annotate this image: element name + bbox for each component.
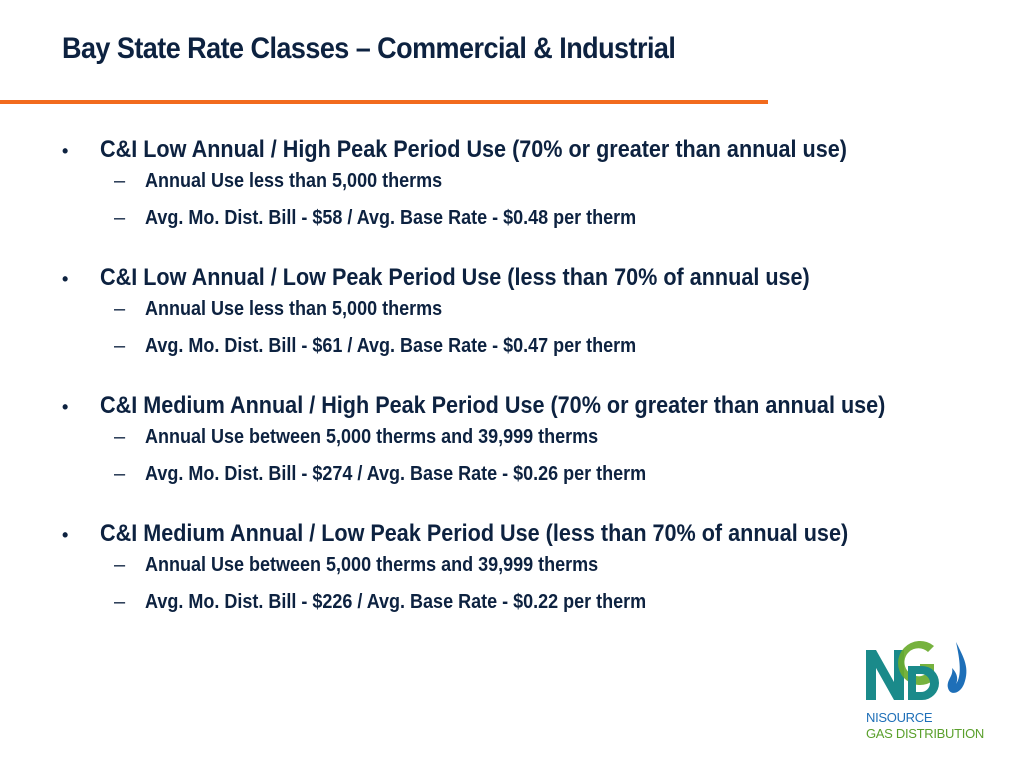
sub-item-text: Avg. Mo. Dist. Bill - $61 / Avg. Base Ra… [145, 335, 637, 357]
bullet-marker: • [62, 269, 69, 289]
sub-marker: – [114, 335, 126, 357]
sub-item-text: Annual Use between 5,000 therms and 39,9… [145, 554, 599, 576]
sub-item-text: Avg. Mo. Dist. Bill - $226 / Avg. Base R… [145, 591, 647, 613]
sub-item: – Avg. Mo. Dist. Bill - $226 / Avg. Base… [62, 591, 1002, 628]
sub-marker: – [114, 591, 126, 613]
rate-class-section: • C&I Medium Annual / High Peak Period U… [62, 392, 1002, 500]
sub-item-text: Avg. Mo. Dist. Bill - $58 / Avg. Base Ra… [145, 207, 637, 229]
title-divider [0, 100, 768, 104]
sub-item: – Annual Use less than 5,000 therms [62, 298, 1002, 335]
section-heading-text: C&I Low Annual / Low Peak Period Use (le… [100, 264, 810, 291]
logo-line-nisource: NISOURCE [866, 710, 933, 725]
sub-item: – Annual Use between 5,000 therms and 39… [62, 554, 1002, 591]
nisource-logo: NISOURCE GAS DISTRIBUTION [864, 628, 994, 743]
bullet-marker: • [62, 141, 69, 161]
sub-marker: – [114, 554, 126, 576]
sub-item: – Avg. Mo. Dist. Bill - $274 / Avg. Base… [62, 463, 1002, 500]
slide-content: • C&I Low Annual / High Peak Period Use … [62, 136, 1002, 648]
section-heading: • C&I Medium Annual / Low Peak Period Us… [62, 520, 1002, 554]
sub-marker: – [114, 170, 126, 192]
section-heading-text: C&I Medium Annual / Low Peak Period Use … [100, 520, 849, 547]
sub-item-text: Annual Use between 5,000 therms and 39,9… [145, 426, 599, 448]
sub-item-text: Annual Use less than 5,000 therms [145, 170, 443, 192]
sub-item: – Avg. Mo. Dist. Bill - $58 / Avg. Base … [62, 207, 1002, 244]
logo-line-gas-distribution: GAS DISTRIBUTION [866, 726, 984, 741]
sub-item-text: Annual Use less than 5,000 therms [145, 298, 443, 320]
bullet-marker: • [62, 525, 69, 545]
section-heading: • C&I Low Annual / High Peak Period Use … [62, 136, 1002, 170]
sub-marker: – [114, 207, 126, 229]
section-heading: • C&I Low Annual / Low Peak Period Use (… [62, 264, 1002, 298]
sub-item-text: Avg. Mo. Dist. Bill - $274 / Avg. Base R… [145, 463, 647, 485]
section-heading-text: C&I Low Annual / High Peak Period Use (7… [100, 136, 847, 163]
sub-item: – Avg. Mo. Dist. Bill - $61 / Avg. Base … [62, 335, 1002, 372]
section-heading-text: C&I Medium Annual / High Peak Period Use… [100, 392, 886, 419]
sub-item: – Annual Use between 5,000 therms and 39… [62, 426, 1002, 463]
section-heading: • C&I Medium Annual / High Peak Period U… [62, 392, 1002, 426]
sub-marker: – [114, 463, 126, 485]
rate-class-section: • C&I Low Annual / Low Peak Period Use (… [62, 264, 1002, 372]
rate-class-section: • C&I Low Annual / High Peak Period Use … [62, 136, 1002, 244]
rate-class-section: • C&I Medium Annual / Low Peak Period Us… [62, 520, 1002, 628]
slide-title: Bay State Rate Classes – Commercial & In… [62, 32, 676, 65]
sub-marker: – [114, 298, 126, 320]
ngd-logo-mark-icon [866, 641, 967, 700]
bullet-marker: • [62, 397, 69, 417]
sub-item: – Annual Use less than 5,000 therms [62, 170, 1002, 207]
sub-marker: – [114, 426, 126, 448]
